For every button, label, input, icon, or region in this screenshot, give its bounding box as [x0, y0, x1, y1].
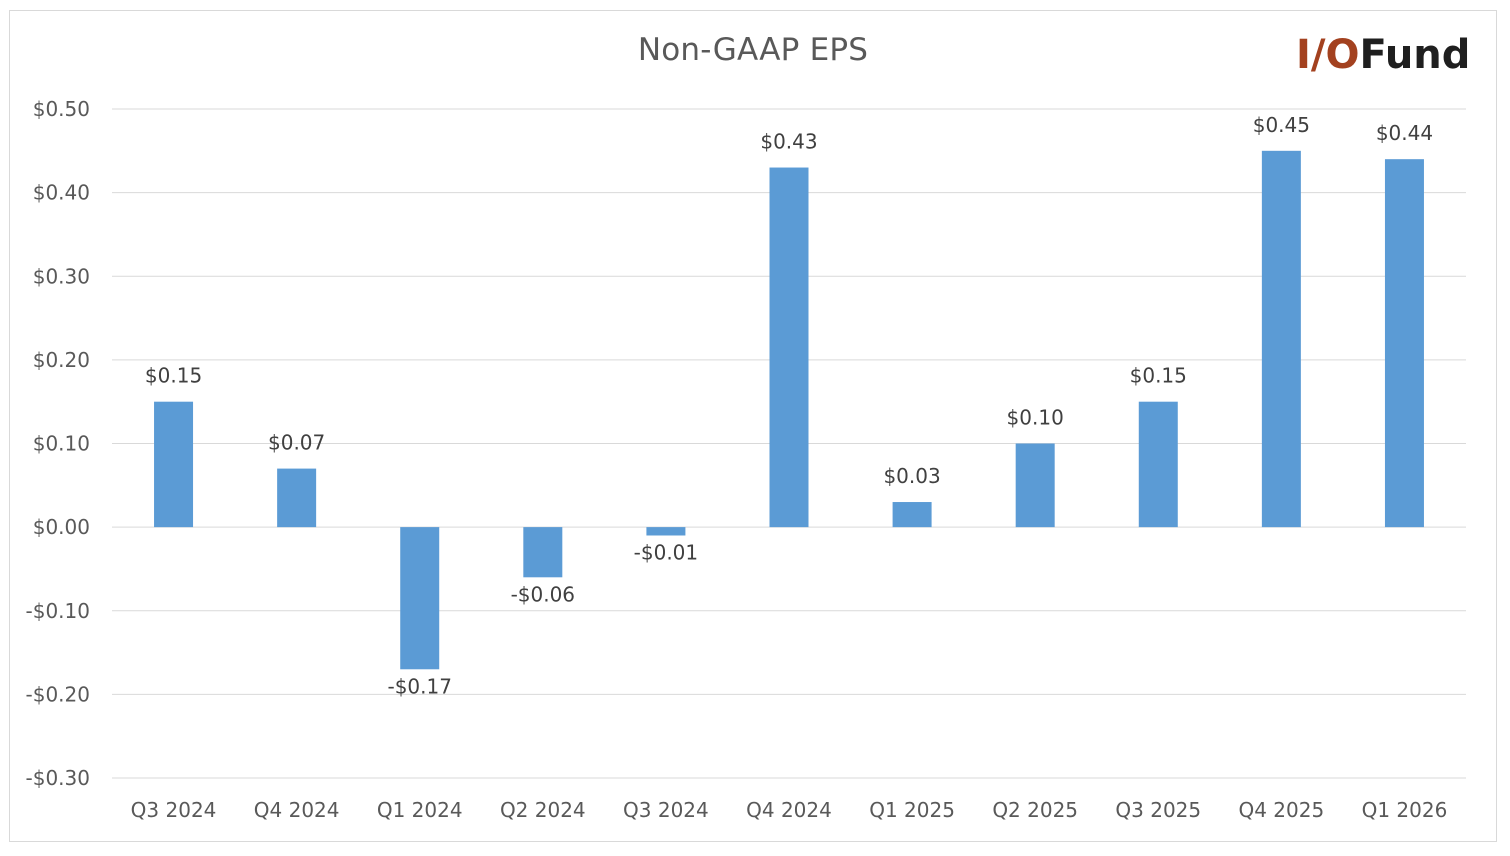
y-tick-label: $0.20	[33, 348, 90, 372]
x-category-label: Q1 2026	[1362, 798, 1448, 822]
bar	[1384, 159, 1424, 528]
y-tick-label: -$0.10	[26, 599, 90, 623]
chart-frame	[9, 10, 1497, 842]
bar	[523, 527, 563, 578]
x-category-label: Q3 2024	[623, 798, 709, 822]
io-fund-logo: I/OFund	[1296, 32, 1486, 78]
data-label: $0.15	[145, 364, 202, 388]
y-tick-label: -$0.20	[26, 682, 90, 706]
data-label: -$0.17	[387, 674, 451, 698]
data-label: $0.45	[1253, 113, 1310, 137]
x-category-label: Q2 2025	[992, 798, 1078, 822]
data-label: $0.10	[1007, 406, 1064, 430]
data-label: $0.07	[268, 431, 325, 455]
logo-fund-text: Fund	[1359, 32, 1471, 78]
data-label: $0.15	[1130, 364, 1187, 388]
bar	[1015, 443, 1055, 528]
x-category-label: Q3 2025	[1115, 798, 1201, 822]
x-category-label: Q1 2024	[377, 798, 463, 822]
data-label: $0.43	[760, 130, 817, 154]
y-tick-label: $0.50	[33, 97, 90, 121]
data-label: $0.03	[883, 464, 940, 488]
data-label: -$0.01	[634, 540, 698, 564]
bar	[400, 527, 440, 670]
logo-io-text: I/O	[1296, 32, 1360, 78]
x-category-label: Q4 2024	[746, 798, 832, 822]
chart-title: Non-GAAP EPS	[637, 32, 869, 68]
y-tick-label: $0.10	[33, 432, 90, 456]
x-category-label: Q2 2024	[500, 798, 586, 822]
bar	[769, 167, 809, 528]
bar	[1138, 401, 1178, 528]
bar	[646, 527, 686, 536]
x-category-label: Q4 2024	[254, 798, 340, 822]
x-category-label: Q1 2025	[869, 798, 955, 822]
data-label: $0.44	[1376, 121, 1433, 145]
y-tick-label: -$0.30	[26, 766, 90, 790]
bar	[277, 468, 317, 528]
data-label: -$0.06	[511, 582, 575, 606]
x-category-label: Q4 2025	[1238, 798, 1324, 822]
y-tick-label: $0.00	[33, 515, 90, 539]
x-category-label: Q3 2024	[131, 798, 217, 822]
y-tick-label: $0.40	[33, 181, 90, 205]
bar	[892, 502, 932, 528]
y-tick-label: $0.30	[33, 264, 90, 288]
bar	[154, 401, 194, 528]
bar	[1261, 150, 1301, 528]
